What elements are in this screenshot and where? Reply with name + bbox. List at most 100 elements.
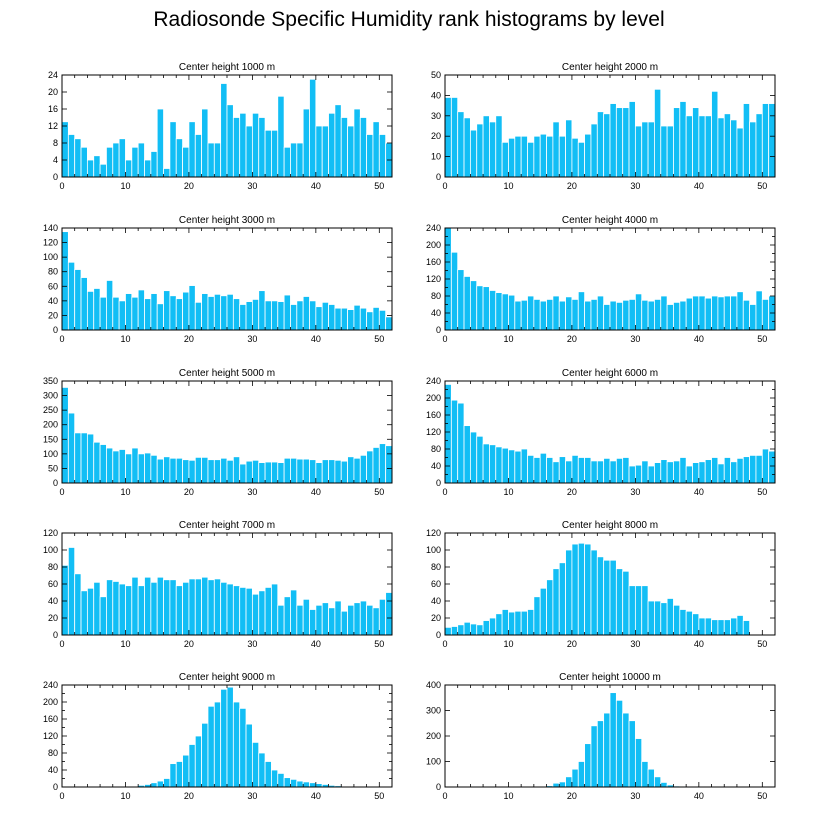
y-tick-label: 250 — [43, 405, 58, 415]
y-tick-label: 50 — [48, 463, 58, 473]
histogram-bar — [366, 311, 374, 331]
histogram-bar — [654, 298, 662, 331]
histogram-bar — [340, 307, 348, 331]
histogram-bar — [321, 602, 329, 636]
x-tick-label: 40 — [694, 334, 704, 344]
histogram-bar — [245, 301, 253, 331]
histogram-bar — [584, 543, 592, 636]
histogram-bar — [685, 465, 693, 484]
histogram-bar — [571, 454, 579, 484]
histogram-bar — [112, 450, 120, 484]
y-tick-label: 60 — [431, 579, 441, 589]
histogram-bar — [482, 286, 490, 331]
histogram-bar — [730, 119, 738, 178]
x-tick-label: 30 — [247, 334, 257, 344]
panel-title: Center height 8000 m — [562, 520, 658, 531]
histogram-bar — [378, 134, 387, 178]
histogram-bar — [207, 459, 215, 484]
histogram-panel: Center height 4000 m 0 10 20 30 40 50 0 40 80 120 1… — [426, 215, 776, 344]
y-tick-label: 100 — [43, 449, 58, 459]
histogram-bar — [67, 412, 76, 484]
histogram-bar — [514, 450, 522, 484]
histogram-bar — [692, 462, 700, 484]
y-tick-label: 40 — [48, 765, 58, 775]
histogram-bar — [169, 295, 177, 331]
x-tick-label: 10 — [503, 791, 513, 801]
y-tick-label: 4 — [53, 155, 58, 165]
histogram-bar — [666, 598, 674, 636]
histogram-bar — [495, 292, 503, 331]
x-tick-label: 50 — [757, 639, 767, 649]
histogram-bar — [647, 121, 655, 178]
histogram-bar — [245, 723, 253, 788]
histogram-bar — [577, 457, 586, 484]
histogram-bar — [717, 463, 725, 484]
histogram-bar — [476, 624, 484, 636]
histogram-bar — [565, 119, 573, 178]
x-tick-label: 30 — [630, 791, 640, 801]
histogram-bar — [577, 761, 586, 788]
histogram-bar — [188, 285, 196, 331]
panel-title: Center height 6000 m — [562, 368, 658, 379]
histogram-bar — [328, 459, 336, 484]
y-tick-label: 120 — [426, 427, 441, 437]
histogram-bar — [749, 304, 757, 331]
histogram-bar — [533, 298, 541, 331]
histogram-bar — [736, 291, 744, 331]
histogram-bar — [660, 459, 668, 484]
y-tick-label: 50 — [431, 70, 441, 80]
y-tick-label: 8 — [53, 138, 58, 148]
histogram-bar — [340, 117, 348, 178]
histogram-bar — [603, 457, 611, 484]
panel-title: Center height 3000 m — [179, 215, 275, 226]
histogram-bar — [546, 579, 554, 636]
histogram-bar — [277, 95, 285, 178]
histogram-bar — [366, 604, 374, 636]
histogram-bar — [245, 587, 253, 636]
histogram-bar — [328, 607, 336, 636]
histogram-bar — [489, 121, 497, 178]
histogram-bar — [482, 115, 490, 178]
histogram-bar — [271, 461, 279, 484]
x-tick-label: 30 — [630, 181, 640, 191]
histogram-bar — [315, 462, 323, 484]
histogram-bar — [730, 295, 738, 331]
histogram-bar — [182, 754, 190, 788]
histogram-bar — [372, 447, 380, 484]
histogram-bar — [495, 115, 503, 178]
histogram-bar — [207, 142, 215, 178]
histogram-bar — [106, 447, 114, 484]
histogram-bar — [457, 269, 465, 331]
y-tick-label: 120 — [426, 528, 441, 538]
histogram-bar — [213, 459, 222, 484]
histogram-bar — [131, 296, 139, 331]
histogram-bar — [150, 454, 158, 484]
y-tick-label: 20 — [48, 310, 58, 320]
histogram-bar — [711, 619, 719, 636]
histogram-bar — [194, 735, 203, 788]
histogram-bar — [723, 295, 731, 331]
histogram-bar — [501, 141, 509, 178]
histogram-bar — [144, 452, 152, 484]
histogram-bar — [666, 461, 674, 484]
histogram-bar — [628, 101, 636, 178]
x-tick-label: 50 — [374, 487, 384, 497]
histogram-bar — [495, 613, 503, 636]
y-tick-label: 40 — [48, 296, 58, 306]
x-tick-label: 50 — [757, 181, 767, 191]
histogram-bar — [508, 294, 516, 331]
histogram-bar — [736, 615, 744, 636]
histogram-bar — [175, 298, 183, 331]
histogram-bar — [463, 117, 471, 178]
histogram-bar — [188, 578, 196, 636]
histogram-bar — [74, 432, 82, 484]
histogram-bar — [552, 782, 560, 788]
histogram-bar — [347, 309, 355, 331]
histogram-bar — [482, 620, 490, 636]
histogram-bar — [495, 446, 503, 484]
histogram-bar — [666, 304, 674, 331]
histogram-bar — [125, 159, 133, 178]
histogram-bar — [634, 738, 643, 788]
histogram-bar — [609, 300, 617, 331]
histogram-bar — [213, 578, 222, 636]
